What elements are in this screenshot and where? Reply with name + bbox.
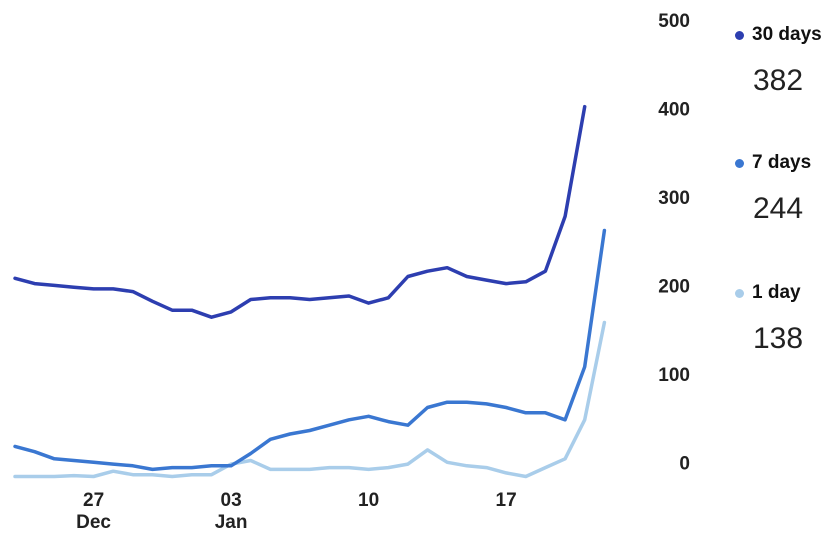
- x-tick-month-label: Dec: [76, 512, 111, 533]
- y-tick-label: 0: [679, 453, 690, 474]
- legend-label-1-day: 1 day: [752, 282, 801, 303]
- y-tick-label: 100: [658, 365, 690, 386]
- legend-label-30-days: 30 days: [752, 24, 822, 45]
- legend-item-30-days[interactable]: 30 days 382: [735, 24, 822, 98]
- y-axis-ticks: 0 100 200 300 400 500: [658, 11, 690, 474]
- series-line-1-day: [13, 320, 607, 479]
- y-tick-label: 200: [658, 276, 690, 297]
- series-line-30-days: [13, 104, 587, 319]
- x-tick-label: 27: [83, 490, 104, 511]
- legend-value-30-days: 382: [753, 64, 804, 97]
- series-line-7-days: [13, 228, 607, 472]
- legend-item-7-days[interactable]: 7 days 244: [735, 152, 811, 226]
- y-tick-label: 400: [658, 99, 690, 120]
- x-tick-label: 17: [496, 490, 517, 511]
- y-tick-label: 300: [658, 188, 690, 209]
- x-tick-label: 10: [358, 490, 379, 511]
- legend-item-1-day[interactable]: 1 day 138: [735, 282, 803, 356]
- legend-value-1-day: 138: [753, 322, 804, 355]
- series-lines: [13, 104, 607, 479]
- legend-dot-icon: [735, 158, 744, 168]
- legend-value-7-days: 244: [753, 192, 804, 225]
- x-tick-month-label: Jan: [215, 512, 248, 533]
- legend-dot-icon: [735, 288, 744, 298]
- legend-label-7-days: 7 days: [752, 152, 812, 173]
- legend-dot-icon: [735, 30, 744, 40]
- y-tick-label: 500: [658, 11, 690, 32]
- x-tick-label: 03: [221, 490, 242, 511]
